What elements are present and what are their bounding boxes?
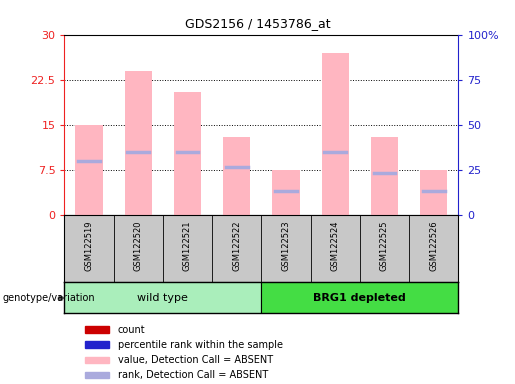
Bar	[420, 170, 447, 215]
Text: GSM122521: GSM122521	[183, 220, 192, 271]
Text: GSM122519: GSM122519	[84, 220, 94, 271]
Text: GSM122526: GSM122526	[429, 220, 438, 271]
Bar	[125, 71, 152, 215]
Bar	[84, 356, 109, 363]
Text: GSM122523: GSM122523	[282, 220, 290, 271]
Text: GSM122524: GSM122524	[331, 220, 340, 271]
Text: BRG1 depleted: BRG1 depleted	[314, 293, 406, 303]
Text: GSM122525: GSM122525	[380, 220, 389, 271]
Bar	[174, 92, 201, 215]
Text: rank, Detection Call = ABSENT: rank, Detection Call = ABSENT	[118, 370, 268, 380]
Bar	[272, 170, 300, 215]
Bar	[84, 372, 109, 378]
Text: wild type: wild type	[138, 293, 188, 303]
Bar	[84, 326, 109, 333]
Bar	[76, 125, 102, 215]
Text: genotype/variation: genotype/variation	[3, 293, 95, 303]
Bar	[322, 53, 349, 215]
Text: GDS2156 / 1453786_at: GDS2156 / 1453786_at	[185, 17, 330, 30]
Text: value, Detection Call = ABSENT: value, Detection Call = ABSENT	[118, 355, 273, 365]
Bar	[371, 137, 398, 215]
Bar	[223, 137, 250, 215]
Text: GSM122520: GSM122520	[134, 220, 143, 271]
Text: count: count	[118, 325, 146, 335]
Text: percentile rank within the sample: percentile rank within the sample	[118, 340, 283, 350]
Text: GSM122522: GSM122522	[232, 220, 241, 271]
Bar	[84, 341, 109, 348]
